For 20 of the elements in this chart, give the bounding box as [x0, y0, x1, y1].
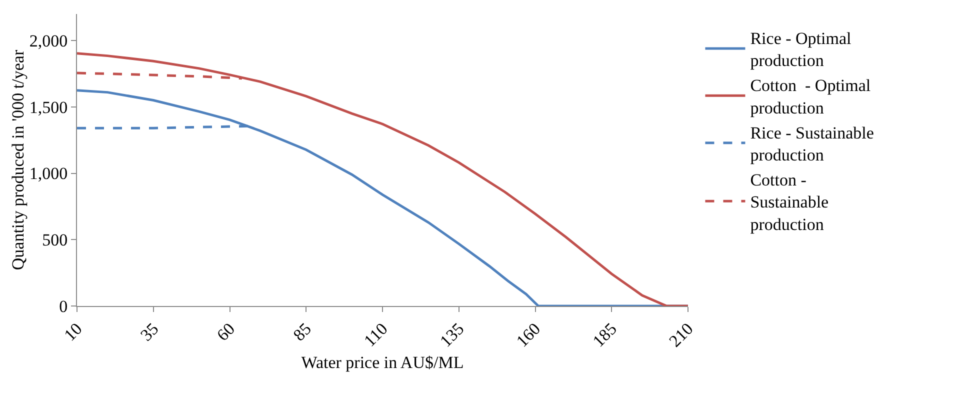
x-axis-title: Water price in AU$/ML — [301, 352, 464, 372]
x-tick-label: 110 — [360, 319, 392, 350]
x-tick-label: 210 — [665, 319, 697, 351]
y-tick-label: 0 — [59, 296, 68, 316]
x-tick-label: 85 — [290, 319, 315, 345]
x-tick-label: 135 — [436, 319, 468, 351]
y-tick-label: 2,000 — [29, 32, 68, 50]
legend-label: Rice - Optimal production — [750, 29, 852, 70]
legend-label: Cotton - Sustainable production — [750, 170, 829, 234]
legend-label: Cotton - Optimal production — [750, 76, 871, 118]
y-tick-label: 500 — [42, 230, 68, 250]
legend-label: Rice - Sustainable production — [750, 123, 874, 165]
x-tick-label: 160 — [512, 319, 544, 351]
x-tick-label: 60 — [213, 319, 239, 345]
y-axis-title: Quantity produced in '000 t/year — [8, 50, 28, 270]
x-tick-label: 185 — [589, 319, 620, 351]
x-tick-label: 10 — [60, 319, 86, 345]
y-tick-label: 1,500 — [29, 98, 68, 117]
x-tick-label: 35 — [136, 319, 162, 345]
y-tick-label: 1,000 — [29, 164, 68, 184]
